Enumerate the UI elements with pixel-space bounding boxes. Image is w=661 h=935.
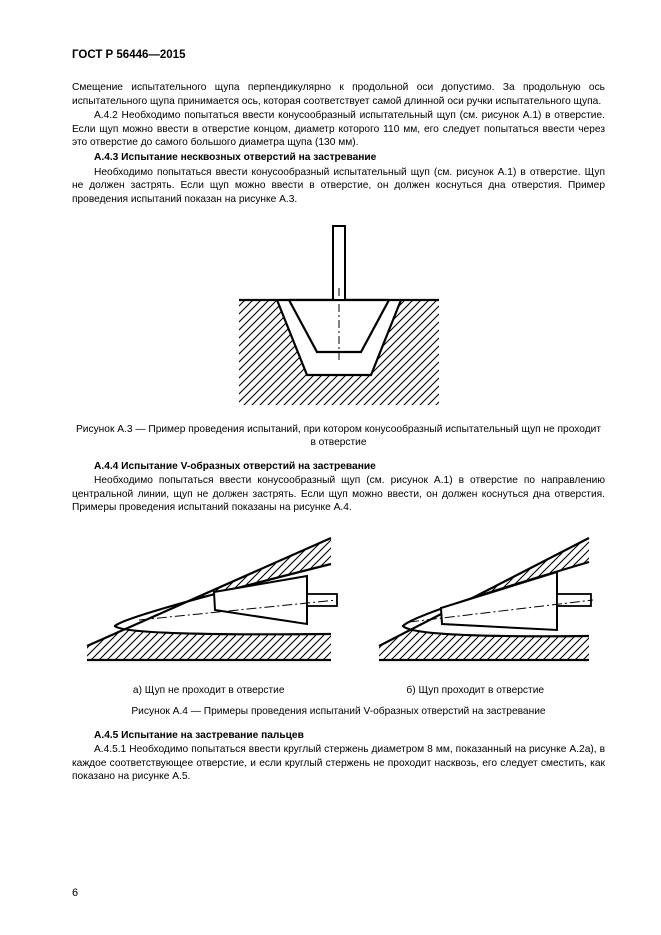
figure-a4: а) Щуп не проходит в отверстие б) Щуп пр… [72,528,605,697]
figure-a3 [72,220,605,414]
figure-a4-sublabels: а) Щуп не проходит в отверстие б) Щуп пр… [72,684,605,697]
figure-a4-caption: Рисунок А.4 — Примеры проведения испытан… [72,705,605,718]
figure-a3-caption: Рисунок А.3 — Пример проведения испытани… [72,423,605,450]
paragraph-intro: Смещение испытательного щупа перпендикул… [72,81,605,108]
section-a43-title: А.4.3 Испытание несквозных отверстий на … [72,151,605,164]
section-a45-title: А.4.5 Испытание на застревание пальцев [72,729,605,742]
figure-a4-label-b: б) Щуп проходит в отверстие [406,684,544,697]
paragraph-a43: Необходимо попытаться ввести конусообраз… [72,166,605,206]
paragraph-a451: А.4.5.1 Необходимо попытаться ввести кру… [72,743,605,783]
page: ГОСТ Р 56446—2015 Смещение испытательног… [0,0,661,935]
paragraph-a42: А.4.2 Необходимо попытаться ввести конус… [72,109,605,149]
document-header: ГОСТ Р 56446—2015 [72,48,605,63]
paragraph-a44: Необходимо попытаться ввести конусообраз… [72,474,605,514]
figure-a3-svg [229,220,449,410]
figure-a4-label-a: а) Щуп не проходит в отверстие [133,684,285,697]
section-a44-title: А.4.4 Испытание V-образных отверстий на … [72,460,605,473]
figure-a4-svg [79,528,599,673]
page-number: 6 [72,886,78,901]
